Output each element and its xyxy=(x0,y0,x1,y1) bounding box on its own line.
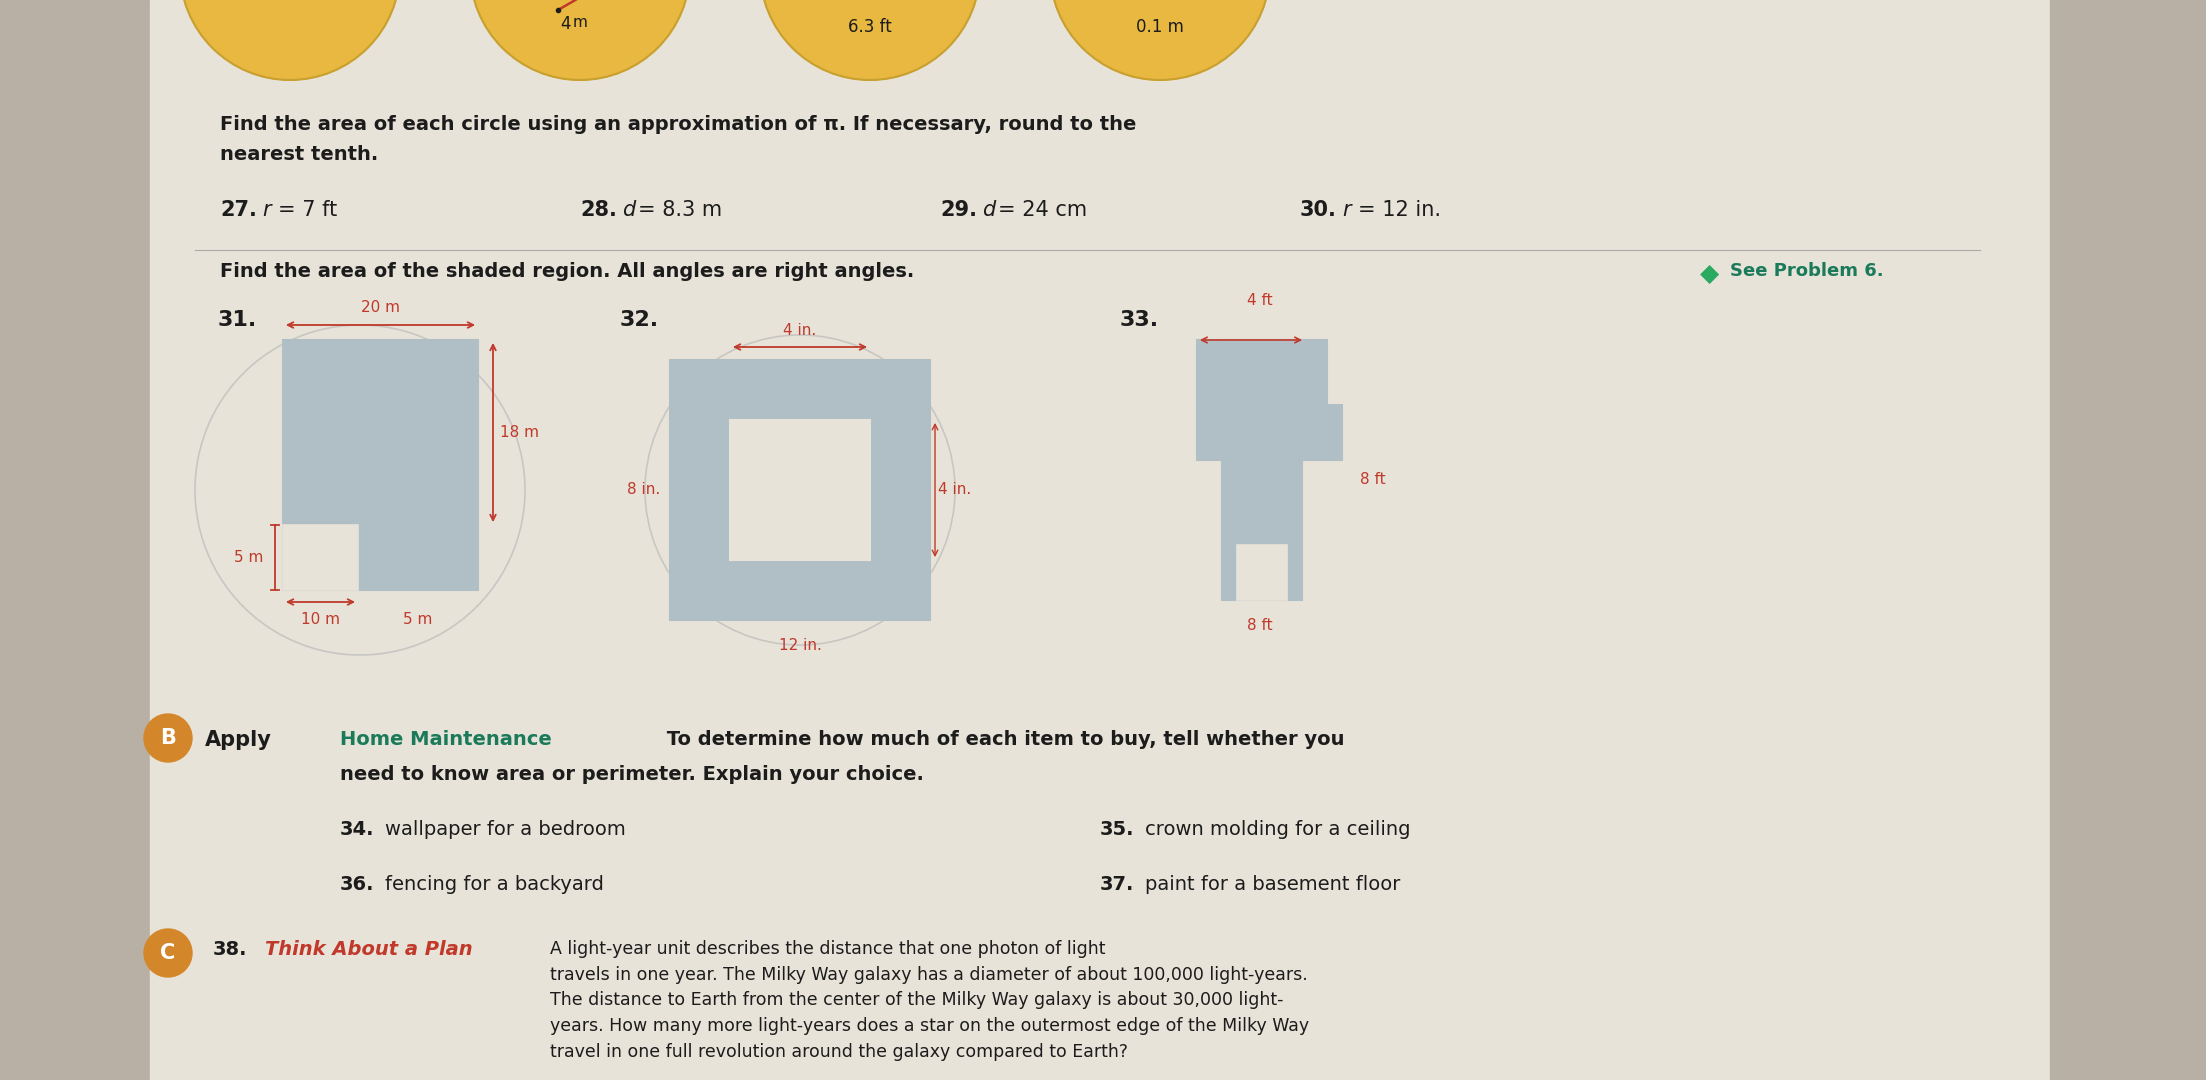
Text: 27.: 27. xyxy=(221,200,256,220)
Text: paint for a basement floor: paint for a basement floor xyxy=(1145,875,1401,894)
Bar xyxy=(1238,545,1286,600)
Text: A light-year unit describes the distance that one photon of light
travels in one: A light-year unit describes the distance… xyxy=(549,940,1308,1061)
Bar xyxy=(671,360,931,620)
Bar xyxy=(2049,0,2206,1080)
Bar xyxy=(0,0,150,1080)
Text: = 24 cm: = 24 cm xyxy=(997,200,1088,220)
Text: 0.1 m: 0.1 m xyxy=(1136,18,1185,36)
Text: 5 m: 5 m xyxy=(234,550,263,565)
Text: Find the area of the shaded region. All angles are right angles.: Find the area of the shaded region. All … xyxy=(221,262,913,281)
Text: ◆: ◆ xyxy=(1701,262,1718,286)
Text: crown molding for a ceiling: crown molding for a ceiling xyxy=(1145,820,1410,839)
Text: C: C xyxy=(161,943,176,963)
Text: 29.: 29. xyxy=(940,200,977,220)
Circle shape xyxy=(143,929,192,977)
Text: d: d xyxy=(982,200,995,220)
Bar xyxy=(1198,340,1328,405)
Text: 4 ft: 4 ft xyxy=(1246,293,1273,308)
Bar xyxy=(1302,405,1341,460)
Text: 36.: 36. xyxy=(340,875,375,894)
Text: 20 m: 20 m xyxy=(362,300,399,315)
Circle shape xyxy=(181,0,399,80)
Text: fencing for a backyard: fencing for a backyard xyxy=(386,875,604,894)
Circle shape xyxy=(470,0,690,80)
Text: r: r xyxy=(263,200,271,220)
Text: Think About a Plan: Think About a Plan xyxy=(265,940,472,959)
Text: B: B xyxy=(161,728,176,748)
Text: m: m xyxy=(574,15,587,30)
Text: 30.: 30. xyxy=(1299,200,1337,220)
Bar xyxy=(282,525,357,590)
Text: 32.: 32. xyxy=(620,310,660,330)
Text: = 8.3 m: = 8.3 m xyxy=(638,200,721,220)
Text: 4: 4 xyxy=(560,15,571,33)
Text: 12 in.: 12 in. xyxy=(779,638,821,653)
Text: 37.: 37. xyxy=(1101,875,1134,894)
Text: wallpaper for a bedroom: wallpaper for a bedroom xyxy=(386,820,627,839)
Text: 5 m: 5 m xyxy=(404,612,432,627)
Text: See Problem 6.: See Problem 6. xyxy=(1730,262,1884,280)
Text: To determine how much of each item to buy, tell whether you: To determine how much of each item to bu… xyxy=(660,730,1343,750)
Text: 35.: 35. xyxy=(1101,820,1134,839)
Text: Home Maintenance: Home Maintenance xyxy=(340,730,552,750)
Circle shape xyxy=(761,0,979,80)
Text: 8 ft: 8 ft xyxy=(1361,473,1385,487)
Text: 4 in.: 4 in. xyxy=(938,483,971,498)
Text: 28.: 28. xyxy=(580,200,618,220)
Text: = 7 ft: = 7 ft xyxy=(278,200,338,220)
Text: 8 ft: 8 ft xyxy=(1246,618,1273,633)
Text: 18 m: 18 m xyxy=(501,426,538,440)
Text: = 12 in.: = 12 in. xyxy=(1359,200,1441,220)
Text: 34.: 34. xyxy=(340,820,375,839)
Text: 38.: 38. xyxy=(214,940,247,959)
Text: nearest tenth.: nearest tenth. xyxy=(221,145,377,164)
Text: r: r xyxy=(1341,200,1350,220)
Text: 31.: 31. xyxy=(218,310,258,330)
Text: 8 in.: 8 in. xyxy=(627,483,660,498)
Bar xyxy=(282,340,479,590)
Text: 4 in.: 4 in. xyxy=(783,323,816,338)
Text: 10 m: 10 m xyxy=(300,612,340,627)
Circle shape xyxy=(1050,0,1271,80)
Bar xyxy=(730,420,869,561)
Bar xyxy=(1198,405,1238,460)
Text: Find the area of each circle using an approximation of π. If necessary, round to: Find the area of each circle using an ap… xyxy=(221,114,1136,134)
Text: need to know area or perimeter. Explain your choice.: need to know area or perimeter. Explain … xyxy=(340,765,924,784)
Text: 6.3 ft: 6.3 ft xyxy=(847,18,891,36)
Text: d: d xyxy=(622,200,635,220)
Text: Apply: Apply xyxy=(205,730,271,750)
Bar xyxy=(1222,340,1302,600)
Text: 33.: 33. xyxy=(1121,310,1158,330)
Circle shape xyxy=(143,714,192,762)
